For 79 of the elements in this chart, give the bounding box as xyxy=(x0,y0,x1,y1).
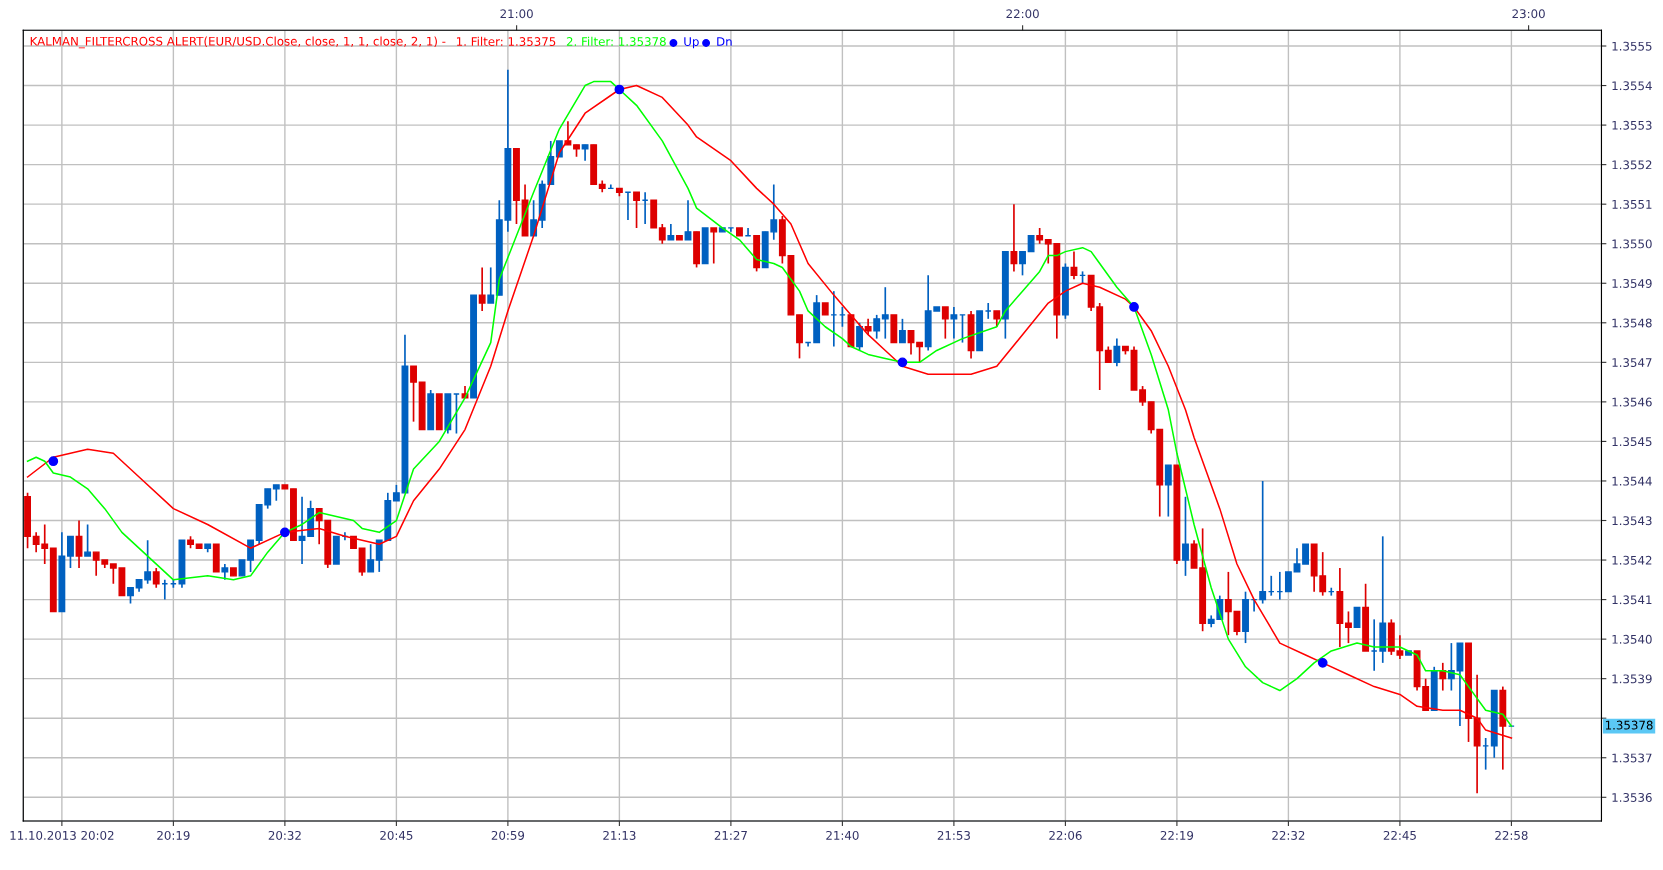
y-tick-label: 1.3536 xyxy=(1612,793,1652,802)
candlestick xyxy=(950,306,958,340)
candlestick xyxy=(1019,250,1026,277)
y-tick-label: 1.3548 xyxy=(1612,318,1652,328)
y-tick-label: 1.3543 xyxy=(1612,516,1652,526)
text: KALMAN_FILTERCROSS ALERT(EUR/USD.Close, close, 1, 1, close, 2, 1) - xyxy=(30,36,446,49)
y-tick-label: 1.3539 xyxy=(1612,674,1652,684)
candlestick xyxy=(67,535,74,569)
x-tick-label: 21:13 xyxy=(603,830,636,840)
candlestick xyxy=(856,321,863,352)
candlestick xyxy=(881,286,889,340)
y-tick-label: 1.3542 xyxy=(1612,555,1652,565)
candlestick xyxy=(1010,203,1018,273)
x-tick-label: 21:40 xyxy=(826,830,859,840)
y-tick-label: 1.3552 xyxy=(1612,160,1652,170)
candlestick xyxy=(1224,571,1232,637)
y-tick-label: 1.3550 xyxy=(1612,239,1652,249)
candlestick xyxy=(898,318,906,344)
point xyxy=(614,84,625,95)
text: 1. Filter: 1.35375 xyxy=(456,36,556,46)
candlestick xyxy=(247,539,255,573)
y-tick-label: 1.3549 xyxy=(1612,278,1652,288)
x-tick-label: 22:19 xyxy=(1160,830,1194,840)
x-tick-label: 22:58 xyxy=(1495,830,1528,840)
text: 1.35378 xyxy=(1605,720,1653,730)
candlestick xyxy=(1284,571,1292,593)
point xyxy=(48,456,59,467)
x2-tick-label: 22:00 xyxy=(1006,9,1039,19)
candlestick xyxy=(478,266,486,312)
candlestick xyxy=(1113,337,1121,368)
point xyxy=(280,527,290,538)
candlestick xyxy=(633,191,640,229)
x2-tick-label: 21:00 xyxy=(500,9,533,19)
candlestick xyxy=(367,543,375,573)
y-tick-label: 1.3545 xyxy=(1612,437,1652,447)
point xyxy=(1317,657,1328,668)
y-tick-label: 1.3551 xyxy=(1612,199,1652,209)
candlestick xyxy=(358,547,366,577)
x-tick-label: 22:45 xyxy=(1383,830,1416,840)
x-tick-label: 21:27 xyxy=(714,830,747,840)
y-tick-label: 1.3555 xyxy=(1612,41,1652,51)
y-tick-label: 1.3553 xyxy=(1612,120,1652,130)
candlestick xyxy=(487,266,495,304)
candlestick xyxy=(1259,480,1267,605)
x-tick-label: 20:32 xyxy=(268,830,301,840)
legend-label: Up xyxy=(684,37,699,49)
candlestick xyxy=(1293,547,1301,573)
x-tick-label: 20:19 xyxy=(157,830,190,840)
candlestick xyxy=(873,314,881,340)
point xyxy=(1129,302,1139,312)
candlestick xyxy=(1164,464,1172,518)
x-tick-label: 21:53 xyxy=(937,830,970,840)
y-tick-label: 1.3544 xyxy=(1612,476,1652,486)
y-tick-label: 1.3546 xyxy=(1612,397,1652,407)
y-tick-label: 1.3547 xyxy=(1612,358,1652,367)
candlestick xyxy=(410,365,417,423)
candlestick xyxy=(710,227,718,265)
x-tick-label: 20:45 xyxy=(380,830,413,840)
candlestick xyxy=(152,567,160,589)
point xyxy=(897,357,908,368)
y-tick-label: 1.3537 xyxy=(1612,753,1652,763)
legend-label: Dn xyxy=(717,37,732,46)
y-tick-label: 1.3541 xyxy=(1612,595,1652,605)
text: 2. Filter: 1.35378 xyxy=(566,36,666,46)
candlestick xyxy=(941,306,949,340)
x2-tick-label: 23:00 xyxy=(1512,9,1545,19)
candlestick xyxy=(1345,610,1352,644)
candlestick xyxy=(1139,385,1147,407)
x-tick-label: 11.10.2013 20:02 xyxy=(10,830,114,840)
x-tick-label: 22:32 xyxy=(1272,830,1305,840)
candlestick xyxy=(1302,543,1309,565)
candlestick xyxy=(1182,495,1189,577)
y-tick-label: 1.3540 xyxy=(1612,634,1652,644)
y-tick-label: 1.3554 xyxy=(1612,81,1652,91)
candlestick xyxy=(84,523,92,557)
x-tick-label: 22:06 xyxy=(1049,830,1082,840)
x-tick-label: 20:59 xyxy=(491,830,525,840)
candlestick xyxy=(658,223,666,245)
candlestick xyxy=(916,341,924,364)
